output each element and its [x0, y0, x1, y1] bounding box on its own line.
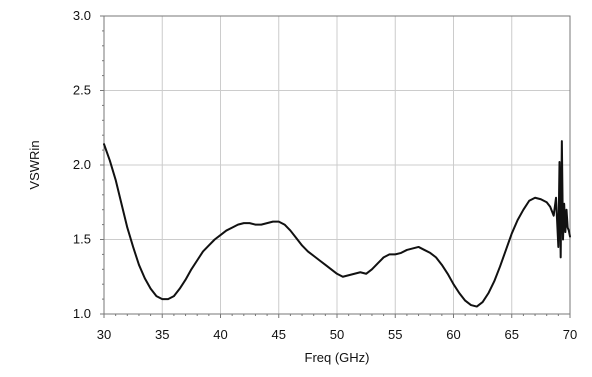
- y-tick-labels: 1.0 1.5 2.0 2.5 3.0: [73, 8, 91, 321]
- axis-ticks: [100, 15, 571, 318]
- y-tick-label: 3.0: [73, 8, 91, 23]
- x-tick-label: 35: [155, 327, 169, 342]
- series-layer: [103, 140, 571, 308]
- x-tick-label: 65: [505, 327, 519, 342]
- y-tick-label: 2.0: [73, 157, 91, 172]
- y-axis-title: VSWRin: [27, 140, 42, 189]
- y-tick-label: 1.0: [73, 306, 91, 321]
- x-tick-label: 30: [97, 327, 111, 342]
- x-tick-label: 55: [388, 327, 402, 342]
- y-tick-label: 1.5: [73, 232, 91, 247]
- x-tick-label: 60: [446, 327, 460, 342]
- x-tick-label: 40: [213, 327, 227, 342]
- x-tick-labels: 30 35 40 45 50 55 60 65 70: [97, 327, 577, 342]
- x-tick-label: 50: [330, 327, 344, 342]
- x-axis-title: Freq (GHz): [305, 350, 370, 365]
- x-tick-label: 70: [563, 327, 577, 342]
- grid-lines: [104, 16, 570, 314]
- y-tick-label: 2.5: [73, 83, 91, 98]
- vswr-series-line: [103, 140, 571, 308]
- x-tick-label: 45: [272, 327, 286, 342]
